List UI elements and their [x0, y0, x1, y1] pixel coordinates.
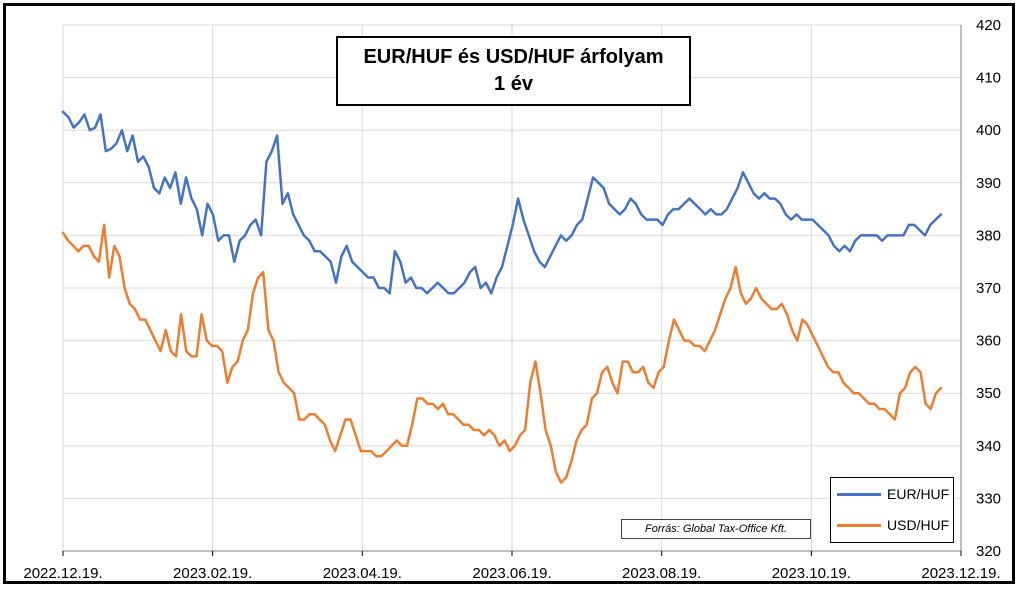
- y-tick-label: 330: [976, 490, 1001, 507]
- y-tick-label: 360: [976, 333, 1001, 350]
- legend-item-eur: EUR/HUF: [837, 486, 949, 502]
- y-tick-label: 350: [976, 385, 1001, 402]
- x-tick-label: 2023.08.19.: [622, 565, 701, 582]
- y-tick-label: 390: [976, 175, 1001, 192]
- legend-item-usd: USD/HUF: [837, 517, 949, 533]
- y-tick-label: 400: [976, 122, 1001, 139]
- y-tick-label: 380: [976, 227, 1001, 244]
- legend-swatch-eur: [837, 492, 881, 496]
- x-tick-label: 2022.12.19.: [23, 565, 102, 582]
- x-tick-label: 2023.04.19.: [323, 565, 402, 582]
- x-tick-label: 2023.10.19.: [772, 565, 851, 582]
- x-axis-ticks: 2022.12.19. 2023.02.19. 2023.04.19. 2023.06…: [23, 551, 1001, 582]
- x-tick-label: 2023.06.19.: [472, 565, 551, 582]
- y-tick-label: 410: [976, 70, 1001, 87]
- title-line-1: EUR/HUF és USD/HUF árfolyam: [363, 46, 664, 68]
- chart-title: EUR/HUF és USD/HUF árfolyam 1 év: [336, 36, 691, 106]
- source-note: Forrás: Global Tax-Office Kft.: [621, 519, 811, 539]
- x-tick-label: 2023.12.19.: [921, 565, 1000, 582]
- y-axis-ticks: 420 410 400 390 380 370 360 350 340 330 320: [976, 17, 1001, 560]
- y-tick-label: 340: [976, 438, 1001, 455]
- series-line-eur-huf: [61, 110, 943, 295]
- legend-swatch-usd: [837, 523, 881, 527]
- series-lines: [61, 110, 943, 484]
- title-line-2: 1 év: [494, 73, 533, 95]
- y-tick-label: 320: [976, 543, 1001, 560]
- legend-label-eur: EUR/HUF: [887, 486, 950, 502]
- series-line-usd-huf: [61, 223, 943, 484]
- legend-label-usd: USD/HUF: [887, 517, 950, 533]
- x-tick-label: 2023.02.19.: [173, 565, 252, 582]
- y-tick-label: 370: [976, 280, 1001, 297]
- y-tick-label: 420: [976, 17, 1001, 34]
- legend: EUR/HUF USD/HUF: [830, 477, 954, 543]
